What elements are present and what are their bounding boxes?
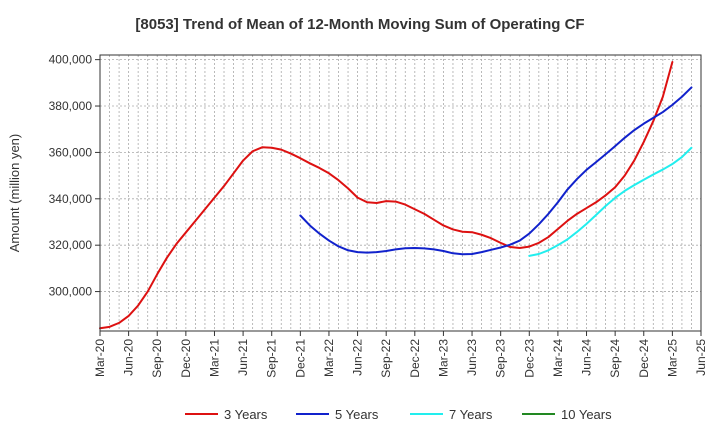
x-tick-label: Dec-20 xyxy=(179,339,193,378)
x-tick-label: Mar-22 xyxy=(322,339,336,377)
x-tick-label: Dec-21 xyxy=(293,339,307,378)
grid xyxy=(100,55,701,331)
x-tick-label: Jun-21 xyxy=(236,339,250,376)
legend: 3 Years 5 Years 7 Years 10 Years xyxy=(185,407,612,422)
y-tick-label: 360,000 xyxy=(49,145,93,159)
y-tick-label: 340,000 xyxy=(49,192,93,206)
y-tick-label: 300,000 xyxy=(49,285,93,299)
x-tick-label: Sep-24 xyxy=(608,339,622,378)
y-tick-label: 400,000 xyxy=(49,53,93,67)
plot-area xyxy=(100,55,701,331)
plot-frame xyxy=(99,54,702,332)
x-tick-label: Jun-20 xyxy=(122,339,136,376)
x-tick-label: Sep-21 xyxy=(265,339,279,378)
chart-title: [8053] Trend of Mean of 12-Month Moving … xyxy=(135,16,584,33)
series-line-3-years xyxy=(99,60,674,330)
x-axis: Mar-20 Jun-20 Sep-20 Dec-20 Mar-21 Jun-21 Sep-… xyxy=(93,331,708,378)
series-line-5-years xyxy=(299,86,693,256)
x-tick-label: Dec-23 xyxy=(522,339,536,378)
x-tick-label: Mar-23 xyxy=(436,339,450,377)
x-tick-label: Sep-23 xyxy=(494,339,508,378)
x-tick-label: Jun-23 xyxy=(465,339,479,376)
x-tick-label: Mar-24 xyxy=(551,339,565,377)
series-layer xyxy=(99,60,693,330)
x-tick-label: Sep-22 xyxy=(379,339,393,378)
x-tick-label: Dec-24 xyxy=(637,339,651,378)
y-axis-label: Amount (million yen) xyxy=(7,134,22,253)
legend-label-3-years: 3 Years xyxy=(224,407,268,422)
legend-label-7-years: 7 Years xyxy=(449,407,493,422)
x-tick-label: Dec-22 xyxy=(408,339,422,378)
legend-label-5-years: 5 Years xyxy=(335,407,379,422)
y-axis: 300,000 320,000 340,000 360,000 380,000 400,0… xyxy=(49,53,100,299)
y-tick-label: 320,000 xyxy=(49,238,93,252)
series-line-7-years xyxy=(528,146,693,257)
x-tick-label: Jun-24 xyxy=(580,339,594,376)
y-tick-label: 380,000 xyxy=(49,99,93,113)
x-tick-label: Mar-21 xyxy=(207,339,221,377)
legend-label-10-years: 10 Years xyxy=(561,407,612,422)
x-tick-label: Mar-20 xyxy=(93,339,107,377)
x-tick-label: Mar-25 xyxy=(665,339,679,377)
x-tick-label: Jun-22 xyxy=(351,339,365,376)
x-tick-label: Sep-20 xyxy=(150,339,164,378)
x-tick-label: Jun-25 xyxy=(694,339,708,376)
